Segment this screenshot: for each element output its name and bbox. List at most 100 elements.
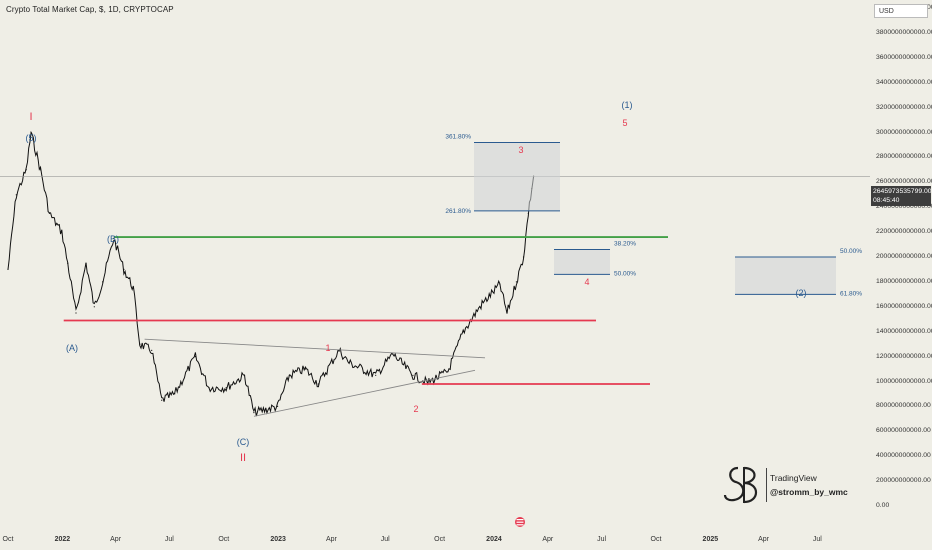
price-data-point bbox=[174, 393, 176, 395]
price-data-point bbox=[61, 231, 63, 233]
price-data-point bbox=[522, 256, 525, 258]
price-data-point bbox=[85, 262, 87, 264]
watermark-divider bbox=[766, 468, 767, 502]
time-tick-label: Apr bbox=[542, 536, 554, 543]
wave-label-C: (C) bbox=[237, 437, 250, 447]
upper-trendline bbox=[144, 338, 486, 359]
time-tick-label: 2024 bbox=[486, 536, 502, 543]
price-data-point bbox=[123, 268, 125, 270]
price-data-point bbox=[93, 306, 95, 308]
fib-level-label: 361.80% bbox=[445, 133, 471, 140]
price-data-point bbox=[225, 387, 227, 389]
price-tick-label: 2400000000000.00 bbox=[876, 203, 932, 211]
time-axis[interactable]: Oct 2022 Apr Jul Oct 2023 Apr Jul Oct 2024 Apr Jul O… bbox=[0, 532, 870, 550]
lower-trendline bbox=[253, 369, 476, 417]
price-data-point bbox=[151, 349, 153, 351]
price-data-point bbox=[39, 169, 42, 171]
current-price-label: 2645973535799.00 08:45:40 bbox=[871, 186, 932, 206]
price-data-point bbox=[25, 169, 27, 171]
wave-label-II: II bbox=[240, 452, 246, 464]
fib-level-label: 61.80% bbox=[840, 290, 862, 297]
time-tick-label: Oct bbox=[218, 536, 230, 543]
price-data-point bbox=[304, 368, 306, 370]
fib-zone-box bbox=[474, 142, 560, 211]
price-tick-label: 1600000000000.00 bbox=[876, 302, 932, 310]
time-tick-label: Oct bbox=[650, 536, 662, 543]
author-logo-icon bbox=[723, 466, 758, 504]
wave-label-5-blue: (5) bbox=[26, 133, 37, 143]
price-data-point bbox=[348, 362, 350, 364]
fib-zone-box bbox=[554, 249, 610, 275]
price-tick-label: 1200000000000.00 bbox=[876, 352, 932, 360]
fib-level-label: 261.80% bbox=[445, 208, 471, 215]
price-data-point bbox=[447, 370, 449, 373]
price-data-point bbox=[392, 353, 394, 355]
price-data-point bbox=[479, 306, 481, 308]
price-tick-label: 600000000000.00 bbox=[876, 427, 931, 435]
price-data-point bbox=[499, 283, 501, 285]
time-tick-label: 2025 bbox=[702, 536, 719, 543]
price-tick-label: 3400000000000.00 bbox=[876, 78, 932, 86]
price-data-point bbox=[102, 281, 104, 283]
wave-label-2-blue: (2) bbox=[796, 288, 807, 298]
price-tick-label: 3200000000000.00 bbox=[876, 103, 932, 111]
fib-level-label: 50.00% bbox=[614, 270, 636, 277]
price-tick-label: 1400000000000.00 bbox=[876, 327, 932, 335]
current-price-value: 2645973535799.00 bbox=[873, 188, 932, 195]
price-data-point bbox=[139, 343, 141, 345]
price-tick-label: 200000000000.00 bbox=[876, 477, 931, 485]
price-tick-label: 800000000000.00 bbox=[876, 402, 931, 410]
wave-label-1: 1 bbox=[325, 343, 330, 353]
time-tick-label: Jul bbox=[164, 536, 174, 543]
price-data-point bbox=[132, 287, 134, 289]
price-data-point bbox=[15, 194, 17, 196]
price-data-point bbox=[7, 268, 9, 270]
wave-label-4: 4 bbox=[584, 277, 589, 287]
price-tick-label: 2200000000000.00 bbox=[876, 228, 932, 236]
time-tick-label: Oct bbox=[434, 536, 446, 543]
fib-level-label: 38.20% bbox=[614, 241, 636, 248]
event-marker-stripe bbox=[516, 519, 524, 521]
price-data-point bbox=[30, 131, 32, 134]
price-data-point bbox=[462, 331, 464, 333]
price-data-point bbox=[288, 374, 290, 376]
price-tick-label: 1800000000000.00 bbox=[876, 277, 932, 285]
price-axis[interactable]: 4000000000000.003800000000000.0036000000… bbox=[870, 0, 932, 550]
price-data-point bbox=[75, 312, 77, 314]
price-data-point bbox=[253, 412, 255, 414]
time-tick-label: Apr bbox=[325, 536, 337, 543]
wave-label-A: (A) bbox=[66, 343, 78, 353]
chart-area[interactable]: 361.80% 261.80% 38.20% 50.00% 50.00% 61.80% I I… bbox=[0, 0, 870, 532]
price-data-point bbox=[161, 399, 163, 401]
price-data-point bbox=[515, 281, 518, 283]
price-data-point bbox=[527, 212, 529, 214]
price-data-point bbox=[506, 312, 508, 314]
wave-label-5: 5 bbox=[622, 118, 627, 128]
price-tick-label: 3000000000000.00 bbox=[876, 128, 932, 136]
price-data-point bbox=[412, 374, 414, 376]
price-data-point bbox=[277, 405, 279, 407]
price-data-point bbox=[48, 212, 51, 214]
wave-label-3: 3 bbox=[518, 145, 523, 155]
price-tick-label: 1000000000000.00 bbox=[876, 377, 932, 385]
chart-title: Crypto Total Market Cap, $, 1D, CRYPTOCA… bbox=[6, 5, 174, 14]
time-tick-label: Oct bbox=[2, 536, 14, 543]
price-series-line bbox=[7, 130, 535, 417]
tradingview-watermark: TradingView @stromm_by_wmc bbox=[722, 462, 862, 508]
watermark-author: @stromm_by_wmc bbox=[770, 487, 848, 497]
watermark-brand: TradingView bbox=[770, 473, 817, 483]
price-tick-label: 2800000000000.00 bbox=[876, 153, 932, 161]
chart-canvas[interactable]: 361.80%261.80%38.20%50.00%50.00%61.80%II… bbox=[0, 0, 870, 532]
time-tick-label: Apr bbox=[110, 536, 122, 543]
price-tick-label: 2000000000000.00 bbox=[876, 253, 932, 260]
price-data-point bbox=[113, 237, 115, 239]
price-tick-label: 400000000000.00 bbox=[876, 452, 931, 460]
wave-label-B: (B) bbox=[107, 234, 119, 244]
price-data-point bbox=[375, 374, 377, 376]
price-data-point bbox=[194, 356, 196, 358]
event-marker-stripe bbox=[516, 521, 524, 523]
current-price-time: 08:45:40 bbox=[873, 197, 900, 204]
event-marker-stripe bbox=[516, 524, 524, 526]
currency-selector[interactable]: USD bbox=[874, 4, 928, 18]
time-tick-label: 2022 bbox=[54, 536, 71, 543]
